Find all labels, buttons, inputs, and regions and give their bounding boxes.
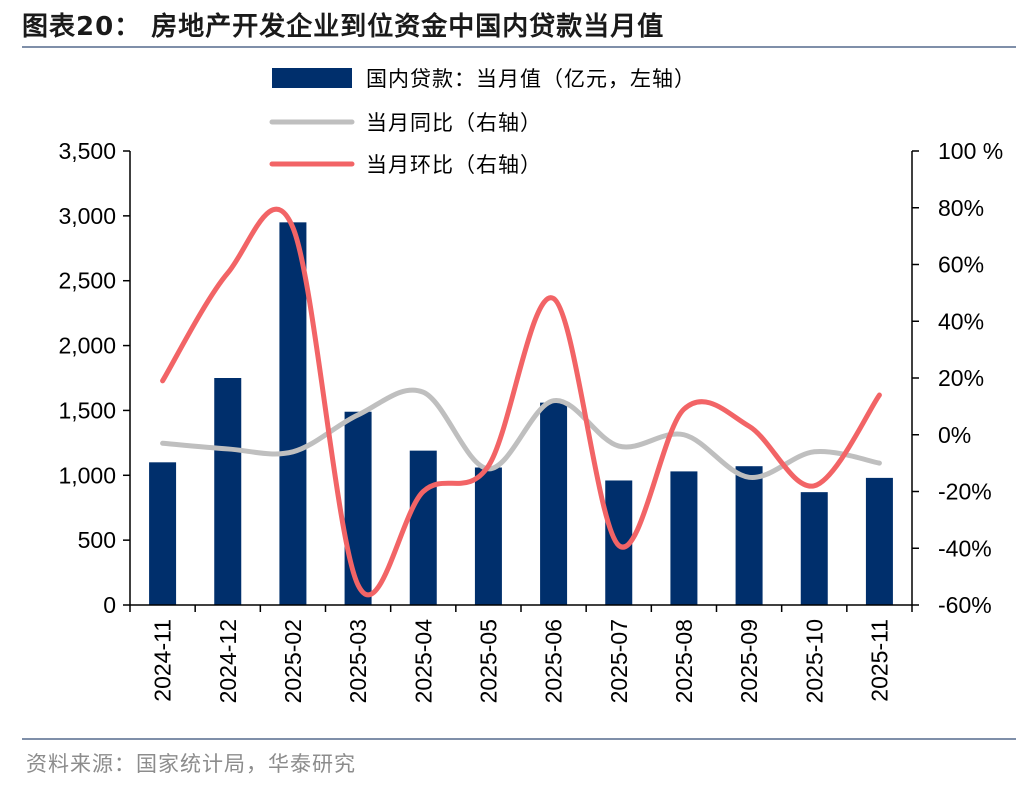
x-tick-label: 2025-03 <box>345 619 371 703</box>
source-note: 资料来源：国家统计局，华泰研究 <box>26 752 356 776</box>
right-tick-label: 100 % <box>938 138 1003 164</box>
figure-title: 图表20： 房地产开发企业到位资金中国内贷款当月值 <box>22 12 665 42</box>
line-series <box>160 206 882 598</box>
legend-label: 当月环比（右轴） <box>366 153 542 177</box>
bar-2025-06 <box>540 402 568 605</box>
legend-label: 当月同比（右轴） <box>366 111 542 135</box>
right-tick-label: 20% <box>938 365 984 391</box>
bar-2025-09 <box>735 466 763 605</box>
left-tick-label: 1,500 <box>58 397 116 423</box>
legend-swatch-bar <box>272 68 352 88</box>
right-tick-label: -60% <box>938 592 992 618</box>
right-tick-label: 80% <box>938 195 984 221</box>
x-tick-label: 2024-11 <box>150 619 176 702</box>
top-divider <box>22 46 1016 48</box>
left-tick-label: 2,500 <box>58 268 116 294</box>
x-tick-label: 2024-12 <box>215 619 241 703</box>
left-tick-label: 2,000 <box>58 333 116 359</box>
bar-2025-05 <box>474 467 502 605</box>
mom-line <box>160 206 882 598</box>
left-tick-label: 3,000 <box>58 203 116 229</box>
x-tick-label: 2025-04 <box>410 619 436 704</box>
right-tick-label: 40% <box>938 308 984 334</box>
bar-2025-02 <box>279 222 307 606</box>
bar-2024-11 <box>149 462 177 605</box>
right-tick-label: -20% <box>938 479 992 505</box>
bar-series <box>149 222 893 606</box>
legend: 国内贷款：当月值（亿元，左轴） 当月同比（右轴） 当月环比（右轴） <box>269 67 696 177</box>
left-tick-label: 3,500 <box>58 138 116 164</box>
right-tick-label: 60% <box>938 252 984 278</box>
x-tick-label: 2025-09 <box>736 619 762 703</box>
x-tick-label: 2025-06 <box>541 619 567 703</box>
bar-2025-08 <box>670 471 698 605</box>
legend-label: 国内贷款：当月值（亿元，左轴） <box>366 67 696 91</box>
x-tick-label: 2025-05 <box>475 619 501 703</box>
bar-2025-03 <box>344 411 372 605</box>
x-tick-label: 2025-10 <box>801 619 827 703</box>
left-tick-label: 0 <box>103 592 116 618</box>
bar-2025-11 <box>865 477 893 605</box>
x-tick-label: 2025-02 <box>280 619 306 703</box>
left-tick-label: 1,000 <box>58 462 116 488</box>
bar-2025-10 <box>800 492 828 605</box>
yoy-line <box>160 387 882 480</box>
bar-2025-04 <box>409 450 437 605</box>
bar-2024-12 <box>214 378 242 605</box>
right-tick-label: 0% <box>938 422 971 448</box>
x-tick-label: 2025-08 <box>671 619 697 703</box>
left-tick-label: 500 <box>78 527 116 553</box>
x-tick-label: 2025-07 <box>606 619 632 703</box>
x-tick-label: 2025-11 <box>866 619 892 702</box>
axes: 0 500 1,000 1,500 2,000 2,500 3,000 3,500 -60% -4… <box>58 138 1003 703</box>
bottom-divider <box>22 738 1016 740</box>
right-tick-label: -40% <box>938 535 992 561</box>
